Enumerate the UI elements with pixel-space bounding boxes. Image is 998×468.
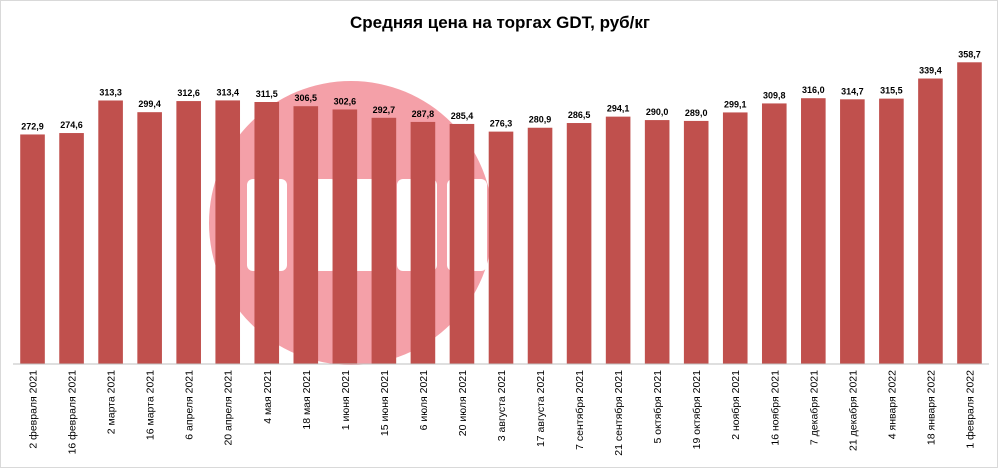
x-tick-label: 7 декабря 2021 [808, 370, 820, 445]
data-label: 314,7 [841, 86, 864, 96]
bar [137, 112, 162, 365]
bar [605, 116, 631, 364]
data-label: 358,7 [958, 49, 981, 59]
bar [527, 127, 553, 365]
bar [371, 117, 397, 364]
x-tick-label: 2 февраля 2021 [28, 370, 40, 449]
x-tick-label: 2 марта 2021 [106, 370, 118, 434]
data-label: 299,4 [138, 99, 161, 109]
data-label: 272,9 [21, 121, 44, 131]
data-label: 299,1 [724, 99, 747, 109]
data-label: 309,8 [763, 90, 786, 100]
data-label: 294,1 [607, 104, 630, 114]
data-label: 280,9 [529, 115, 552, 125]
x-tick-label: 19 октября 2021 [691, 370, 703, 450]
value-labels: 272,9 274,6 313,3 299,4 312,6 313,4 311,5 306,5… [21, 49, 980, 131]
data-label: 286,5 [568, 110, 591, 120]
x-tick-label: 16 ноября 2021 [769, 370, 781, 446]
bar [761, 103, 787, 365]
x-tick-label: 15 июня 2021 [379, 370, 391, 436]
x-tick-label: 1 февраля 2022 [964, 370, 976, 449]
data-label: 306,5 [295, 93, 318, 103]
data-label: 311,5 [256, 89, 278, 99]
data-label: 287,8 [412, 109, 435, 119]
data-label: 289,0 [685, 108, 708, 118]
bar [332, 109, 358, 364]
bar [59, 133, 84, 364]
data-label: 315,5 [880, 86, 903, 96]
data-label: 312,6 [177, 88, 200, 98]
bar [801, 98, 826, 365]
x-tick-label: 21 декабря 2021 [847, 370, 859, 451]
bar [293, 106, 319, 364]
x-tick-label: 18 мая 2021 [301, 370, 313, 430]
x-tick-label: 20 апреля 2021 [223, 370, 235, 446]
x-tick-label: 4 мая 2021 [262, 370, 274, 424]
bar [488, 131, 514, 364]
bar [98, 100, 123, 364]
x-tick-label: 2 ноября 2021 [730, 370, 742, 440]
data-label: 302,6 [334, 96, 357, 106]
bar [879, 98, 904, 364]
data-label: 339,4 [919, 66, 942, 76]
bar [449, 123, 475, 364]
bar [644, 120, 670, 364]
bar [176, 101, 201, 364]
x-tick-label: 20 июля 2021 [457, 370, 469, 436]
data-label: 285,4 [451, 111, 474, 121]
x-tick-label: 18 января 2022 [925, 370, 937, 445]
bar [683, 120, 709, 364]
data-label: 313,3 [99, 87, 122, 97]
bar [410, 121, 436, 365]
x-tick-label: 6 июля 2021 [418, 370, 430, 431]
data-label: 316,0 [802, 85, 825, 95]
bar [566, 123, 592, 364]
bar [254, 102, 280, 364]
x-tick-label: 5 октября 2021 [652, 370, 664, 444]
x-tick-label: 21 сентября 2021 [613, 370, 625, 456]
x-tick-label: 16 марта 2021 [145, 370, 157, 440]
bar [215, 100, 241, 365]
x-tick-labels: 2 февраля 2021 16 февраля 2021 2 марта 202… [28, 370, 977, 456]
data-label: 274,6 [60, 120, 83, 130]
bar [840, 99, 865, 364]
bar [20, 134, 45, 364]
x-tick-label: 17 августа 2021 [535, 370, 547, 447]
bars [20, 62, 982, 365]
bar [957, 62, 982, 365]
data-label: 313,4 [216, 87, 239, 97]
x-tick-label: 7 сентября 2021 [574, 370, 586, 450]
x-tick-label: 6 апреля 2021 [184, 370, 196, 440]
bar [918, 78, 943, 364]
data-label: 292,7 [373, 105, 396, 115]
chart-title: Средняя цена на торгах GDT, руб/кг [350, 13, 650, 32]
data-label: 290,0 [646, 107, 669, 117]
x-tick-label: 4 января 2022 [886, 370, 898, 439]
x-tick-label: 1 июня 2021 [340, 370, 352, 430]
bar [722, 112, 748, 365]
data-label: 276,3 [490, 119, 513, 129]
x-tick-label: 16 февраля 2021 [67, 370, 79, 455]
x-tick-label: 3 августа 2021 [496, 370, 508, 441]
